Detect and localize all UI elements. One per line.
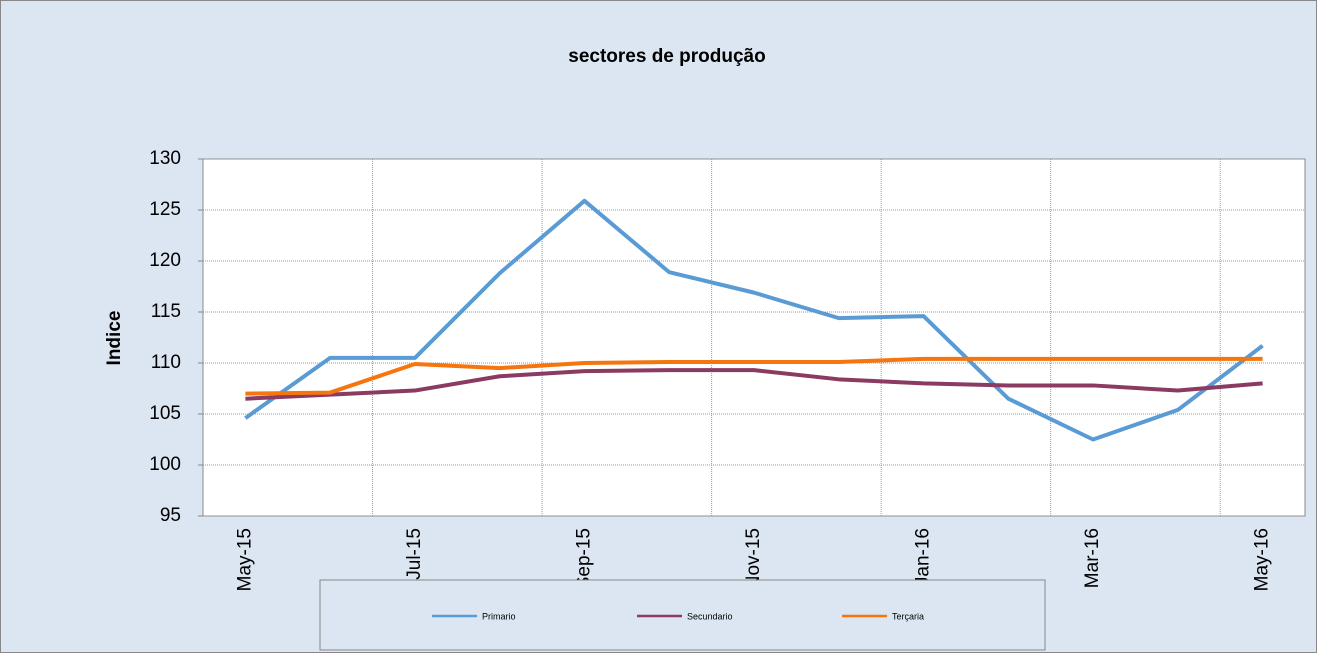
series-line — [245, 356, 1263, 396]
y-axis-label: Indice — [104, 311, 125, 366]
x-tick-label: May-16 — [1252, 528, 1273, 591]
x-tick-label: Jul-15 — [404, 528, 425, 580]
y-tick-label: 125 — [149, 199, 181, 220]
grid: 95 100 105 110 115 120 125 130 — [149, 148, 1305, 526]
y-tick-label: 105 — [149, 403, 181, 424]
x-tick-label: Jan-16 — [913, 528, 934, 586]
series-line — [244, 198, 1264, 442]
legend-label: Primario — [482, 611, 516, 621]
y-tick-label: 100 — [149, 454, 181, 475]
y-tick-label: 115 — [151, 301, 181, 322]
y-tick-label: 95 — [160, 505, 181, 526]
x-tick-label: Nov-15 — [743, 528, 764, 589]
chart-title: sectores de produção — [568, 46, 765, 67]
y-tick-label: 110 — [151, 352, 181, 373]
x-tick-label: May-15 — [234, 528, 255, 591]
x-tick-label: Sep-15 — [573, 528, 594, 589]
lines — [244, 198, 1264, 442]
legend-label: Terçaria — [892, 611, 924, 621]
legend-items: Primario Secundario Terçaria — [432, 611, 924, 621]
legend — [319, 579, 1046, 651]
series-line — [245, 368, 1263, 401]
y-tick-label: 120 — [149, 250, 181, 271]
x-tick-label: Mar-16 — [1082, 528, 1103, 588]
legend-label: Secundario — [687, 611, 733, 621]
y-tick-label: 130 — [149, 148, 181, 169]
plot-area — [202, 158, 1306, 517]
x-labels: May-15 Jul-15 Sep-15 Nov-15 Jan-16 Mar-16 May-… — [234, 528, 1272, 591]
